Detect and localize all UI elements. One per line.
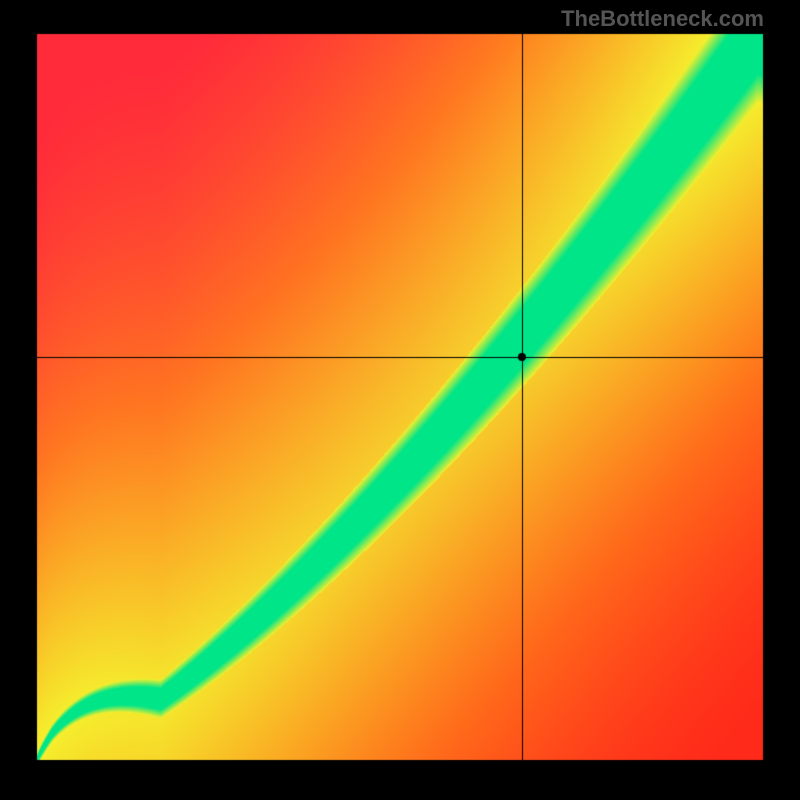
bottleneck-heatmap xyxy=(0,0,800,800)
chart-container: TheBottleneck.com xyxy=(0,0,800,800)
watermark-text: TheBottleneck.com xyxy=(561,6,764,32)
